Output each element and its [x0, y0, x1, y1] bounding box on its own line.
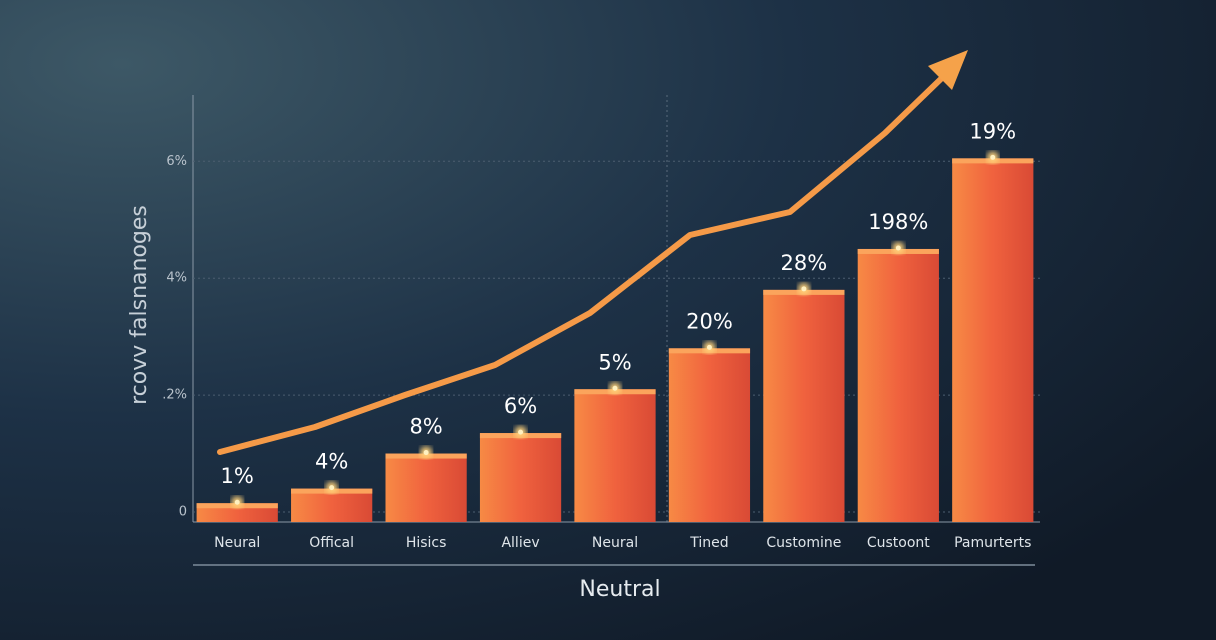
bar: [479, 433, 562, 522]
bar-annotation: 20%: [686, 309, 733, 333]
x-tick-label: Hisics: [406, 535, 447, 551]
x-tick-label: Neural: [214, 535, 260, 551]
bar-light: [423, 450, 429, 456]
bar-light: [801, 286, 807, 292]
x-tick-label: Alliev: [501, 535, 539, 551]
bar-light: [518, 429, 524, 435]
x-tick-label: Pamurterts: [954, 535, 1031, 551]
x-tick-label: Customine: [766, 535, 841, 551]
arrow-head: [928, 50, 968, 90]
bar-annotation: 198%: [868, 210, 928, 234]
bar: [952, 158, 1034, 523]
x-axis-label: Neutral: [579, 577, 660, 602]
bar-light: [234, 499, 240, 505]
bar-light: [895, 245, 901, 251]
bar-annotation: 1%: [221, 464, 254, 488]
bar-light: [706, 344, 712, 350]
bar: [668, 348, 751, 522]
trend-arrow: [217, 72, 948, 455]
x-tick-label: Custoont: [867, 535, 930, 551]
bar: [385, 453, 467, 522]
y-tick-label: .2%: [162, 388, 187, 403]
bar-annotation: 4%: [315, 450, 348, 474]
bar-light: [329, 485, 335, 491]
bar-annotation: 28%: [781, 251, 828, 275]
y-tick-label: 6%: [166, 154, 187, 169]
y-tick-label: 0: [179, 505, 187, 520]
x-tick-label: Offical: [309, 535, 354, 551]
bar-light: [990, 154, 996, 160]
bar-annotation: 19%: [969, 119, 1016, 143]
x-tick-label: Tined: [689, 535, 728, 551]
x-tick-label: Neural: [592, 535, 638, 551]
bar: [763, 289, 845, 522]
bar: [857, 248, 939, 522]
bar-annotation: 8%: [409, 415, 442, 439]
y-axis-label: rcovv falsnanoges: [127, 205, 152, 405]
plot: 0 .2% 4% 6% Neural 1% Offical 4% Hisics 8% Alliev 6…: [162, 119, 1040, 551]
bar-light: [612, 385, 618, 391]
bar: [574, 389, 656, 522]
bar: [291, 488, 373, 522]
y-tick-label: 4%: [166, 271, 187, 286]
bar-annotation: 6%: [504, 394, 537, 418]
bar-annotation: 5%: [598, 350, 631, 374]
